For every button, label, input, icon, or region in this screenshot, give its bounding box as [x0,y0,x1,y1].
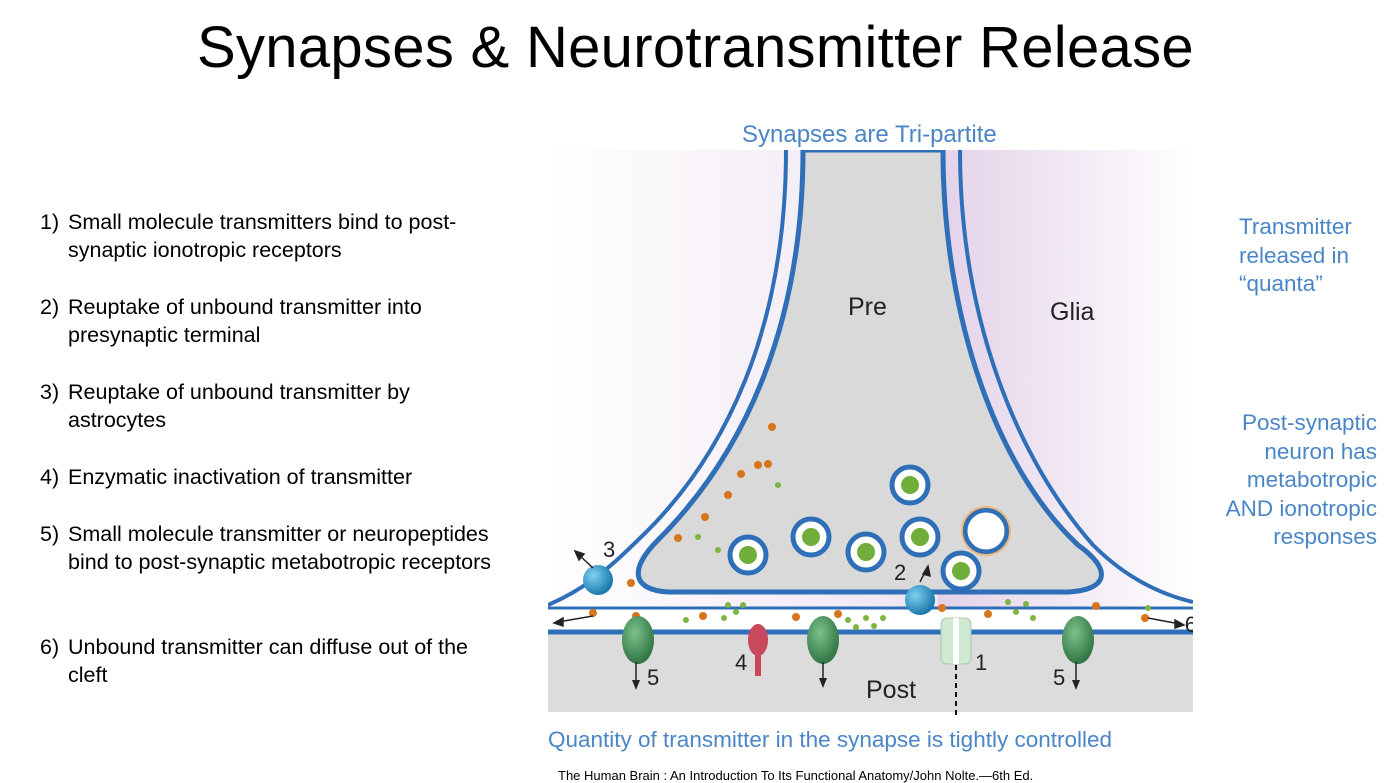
step-text: Small molecule transmitters bind to post… [68,210,457,262]
metabotropic-receptor [1062,616,1094,690]
label-4: 4 [735,650,747,675]
vesicle [899,516,941,558]
empty-vesicle [961,506,1011,556]
diagram-heading: Synapses are Tri-partite [742,121,997,148]
vesicle [727,534,769,576]
label-2: 2 [894,560,906,585]
vesicle [845,531,887,573]
transmitter-molecules [589,423,1151,630]
arrows [552,549,1186,630]
step-text: Small molecule transmitter or neuropepti… [68,522,492,574]
synaptic-cleft [548,608,1193,630]
step-2: 2) Reuptake of unbound transmitter into … [40,293,510,349]
vesicle [790,516,832,558]
step-text: Reuptake of unbound transmitter into pre… [68,295,422,347]
astrocyte-transporter [583,565,613,595]
ionotropic-receptor [940,617,972,718]
label-post: Post [866,676,916,704]
postsynaptic-note: Post-synaptic neuron has metabotropic AN… [1225,410,1377,549]
step-number: 6) [40,635,60,659]
bottom-caption: Quantity of transmitter in the synapse i… [548,727,1113,752]
label-6: 6 [1185,612,1193,637]
step-text: Enzymatic inactivation of transmitter [68,465,413,489]
label-1: 1 [975,650,987,675]
label-3: 3 [603,537,615,562]
vesicle [940,550,982,592]
step-5: 5) Small molecule transmitter or neurope… [40,520,510,576]
step-text: Unbound transmitter can diffuse out of t… [68,635,468,687]
label-5-right: 5 [1053,665,1065,690]
step-number: 5) [40,522,60,546]
glial-membrane-right [958,150,1193,604]
label-pre: Pre [848,293,887,321]
step-1: 1) Small molecule transmitters bind to p… [40,208,510,264]
degrading-enzyme [748,624,768,676]
presynaptic-transporter [905,585,935,615]
presynaptic-terminal [635,150,1104,595]
step-4: 4) Enzymatic inactivation of transmitter [40,463,510,491]
step-number: 2) [40,295,60,319]
step-number: 1) [40,210,60,234]
metabotropic-receptor [622,616,654,690]
metabotropic-receptor [807,616,839,688]
label-5-left: 5 [647,665,659,690]
step-6: 6) Unbound transmitter can diffuse out o… [40,633,510,689]
quanta-note: Transmitter released in “quanta” [1239,214,1352,296]
step-3: 3) Reuptake of unbound transmitter by as… [40,378,510,434]
citation: The Human Brain : An Introduction To Its… [558,768,1034,783]
slide-title: Synapses & Neurotransmitter Release [197,15,1194,80]
step-number: 4) [40,465,60,489]
step-number: 3) [40,380,60,404]
step-text: Reuptake of unbound transmitter by astro… [68,380,410,432]
vesicle [889,464,931,506]
synapse-diagram: Pre Glia Post 1 2 3 4 5 5 6 [548,150,1193,718]
label-glia: Glia [1050,298,1095,326]
